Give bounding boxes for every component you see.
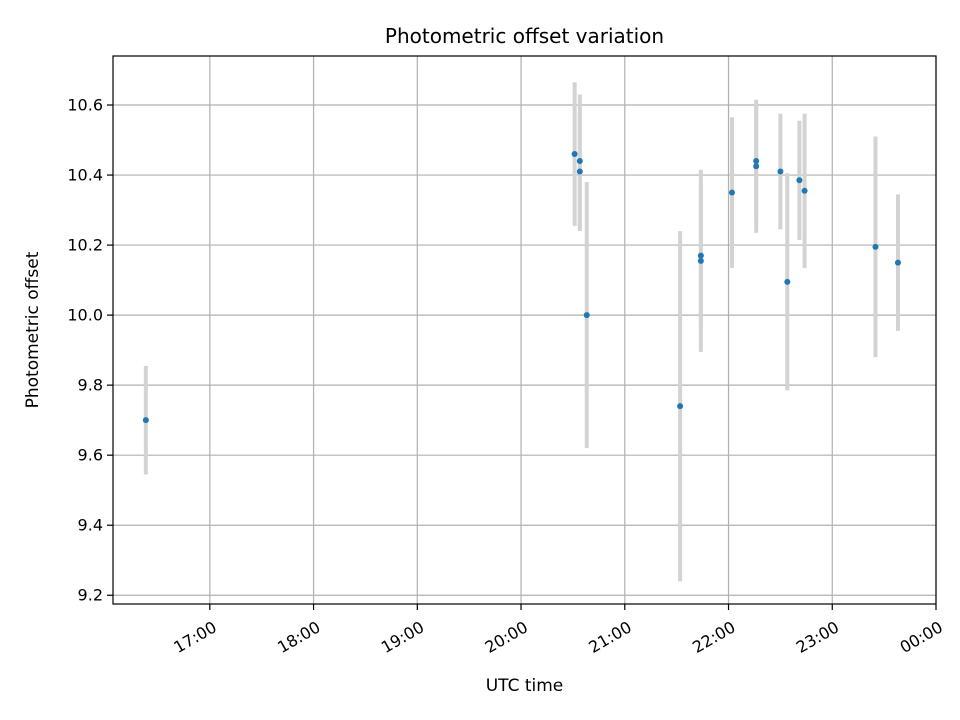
data-point [576,168,583,175]
data-point [796,177,803,184]
y-tick-label: 9.2 [78,586,103,605]
data-point [753,163,760,170]
y-tick-label: 10.0 [67,306,103,325]
data-point [801,187,808,194]
x-axis-label: UTC time [486,676,564,696]
data-point [576,158,583,165]
data-point [728,189,735,196]
data-point [777,168,784,175]
data-point [677,403,684,410]
y-tick-label: 10.2 [67,236,103,255]
y-tick-label: 9.6 [78,446,103,465]
y-tick-label: 10.4 [67,166,103,185]
data-points [142,151,901,424]
grid [113,56,937,604]
data-point [872,243,879,250]
y-tick-label: 10.6 [67,96,103,115]
data-point [583,312,590,319]
chart-title: Photometric offset variation [385,24,664,48]
y-axis-label: Photometric offset [23,251,43,408]
data-point [142,417,149,424]
data-point [697,252,704,259]
y-tick-label: 9.4 [78,516,103,535]
y-tick-label: 9.8 [78,376,103,395]
plot-frame [112,55,937,605]
y-axis-ticks: 9.2 9.4 9.6 9.8 10.0 10.2 10.4 10.6 [67,96,113,605]
data-point [697,257,704,264]
data-point [571,151,578,158]
data-point [753,158,760,165]
data-point [784,278,791,285]
data-point [894,259,901,266]
